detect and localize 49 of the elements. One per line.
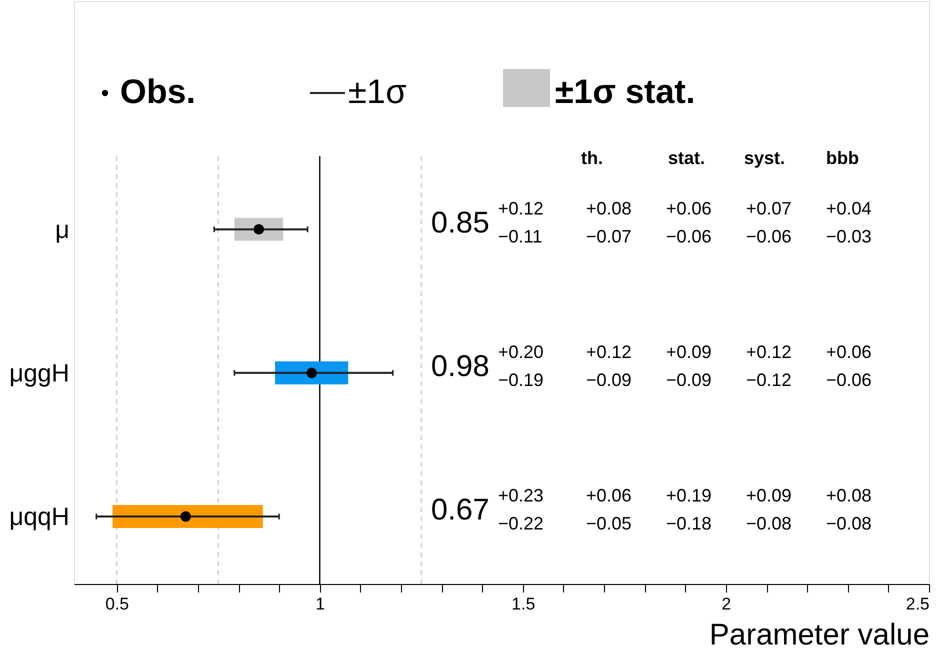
legend-label: Obs. — [120, 73, 196, 111]
annotation: +0.12 — [498, 198, 544, 218]
x-axis-title: Parameter value — [709, 618, 930, 652]
x-tick-label: 1 — [316, 594, 325, 614]
annotation: +0.12 — [586, 342, 632, 362]
annotation: −0.08 — [826, 514, 872, 534]
annotation: stat. — [668, 148, 706, 168]
y-tick-label: μggH — [9, 359, 70, 388]
annotation: −0.09 — [586, 370, 632, 390]
annotation: −0.06 — [746, 226, 792, 246]
annotation: −0.18 — [666, 514, 712, 534]
annotation: bbb — [826, 148, 859, 168]
annotation: +0.07 — [746, 198, 792, 218]
annotation: −0.22 — [498, 514, 544, 534]
annotation: 0.98 — [431, 350, 490, 383]
annotation: −0.09 — [666, 370, 712, 390]
annotation: +0.12 — [746, 342, 792, 362]
y-tick-label: μqqH — [9, 503, 70, 532]
annotation: +0.06 — [666, 198, 712, 218]
annotation: +0.09 — [746, 486, 792, 506]
annotation: +0.08 — [826, 486, 872, 506]
annotation: +0.06 — [826, 342, 872, 362]
x-tick-label: 0.5 — [105, 594, 129, 614]
annotation: +0.08 — [586, 198, 632, 218]
annotation: +0.06 — [586, 486, 632, 506]
annotation: −0.06 — [666, 226, 712, 246]
annotation: th. — [581, 148, 603, 168]
annotation: −0.05 — [586, 514, 632, 534]
annotation: +0.19 — [666, 486, 712, 506]
legend-label: ±1σ stat. — [555, 73, 696, 111]
annotation: −0.12 — [746, 370, 792, 390]
annotation: syst. — [744, 148, 786, 168]
annotation: 0.85 — [431, 206, 490, 240]
annotation: +0.20 — [498, 342, 544, 362]
text: ±1σ — [348, 73, 407, 111]
x-tick-label: 2.5 — [906, 594, 930, 614]
annotation: −0.07 — [586, 226, 632, 246]
annotation: 0.67 — [431, 494, 490, 527]
y-tick-label: μ — [55, 216, 70, 244]
annotation: +0.23 — [498, 486, 544, 506]
x-tick-label: 2 — [722, 594, 732, 614]
annotation: +0.09 — [666, 342, 712, 362]
annotation: −0.08 — [746, 514, 792, 534]
annotation: −0.19 — [498, 370, 544, 390]
annotation: −0.11 — [498, 226, 542, 246]
x-tick-label: 1.5 — [512, 594, 536, 614]
annotation: +0.04 — [826, 198, 872, 218]
annotation: −0.06 — [826, 370, 872, 390]
annotation: −0.03 — [826, 226, 872, 246]
